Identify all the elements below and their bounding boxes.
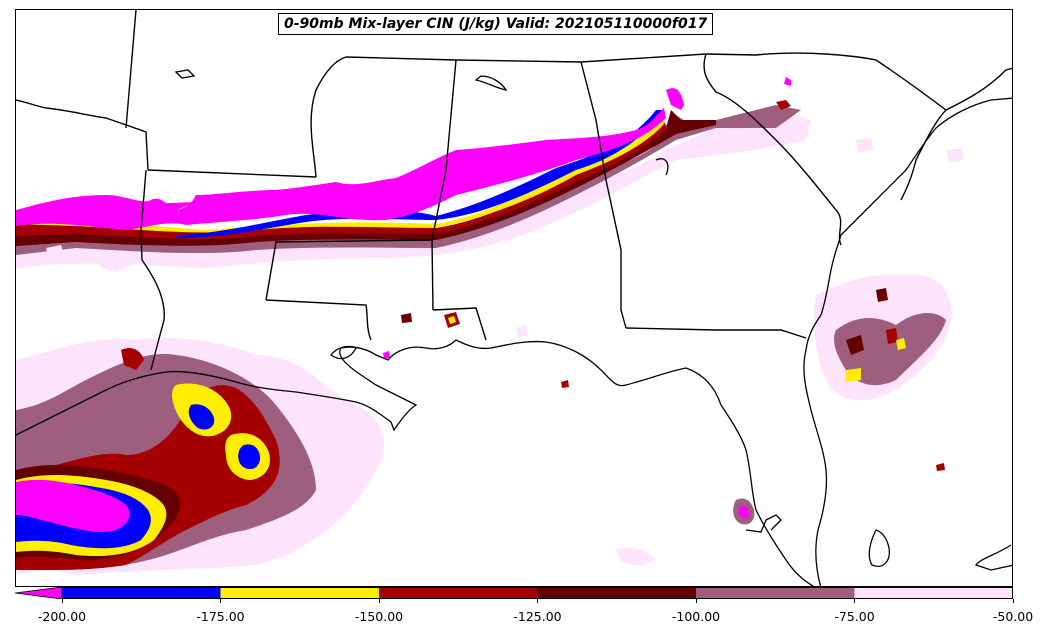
map-title: 0-90mb Mix-layer CIN (J/kg) Valid: 20210… <box>278 13 714 35</box>
colorbar-segment-2 <box>379 587 538 599</box>
colorbar-tick-mark <box>537 599 538 603</box>
gulf-cin-cluster <box>16 338 385 575</box>
cin-map <box>16 10 1012 586</box>
colorbar-tick-label: -125.00 <box>513 609 562 624</box>
map-panel <box>15 9 1013 587</box>
colorbar-under-triangle <box>15 587 63 599</box>
colorbar-tick-mark <box>61 599 63 603</box>
colorbar-segment-5 <box>854 587 1013 599</box>
scattered-cin-spots <box>46 138 964 566</box>
colorbar-segment-3 <box>537 587 696 599</box>
state-borders <box>16 10 1012 371</box>
colorbar-tick-mark <box>378 599 380 603</box>
colorbar-tick-label: -175.00 <box>196 609 245 624</box>
colorbar <box>15 587 1013 599</box>
colorbar-tick-mark <box>220 599 221 603</box>
colorbar-tick-label: -50.00 <box>992 609 1034 624</box>
colorbar-tick-mark <box>695 599 697 603</box>
coastline <box>16 69 1012 586</box>
colorbar-segment-1 <box>220 587 379 599</box>
colorbar-segment-0 <box>62 587 221 599</box>
colorbar-tick-mark <box>1012 599 1014 603</box>
colorbar-segment-4 <box>696 587 855 599</box>
colorbar-tick-label: -100.00 <box>671 609 721 624</box>
colorbar-tick-mark <box>854 599 855 603</box>
colorbar-tick-label: -200.00 <box>37 609 87 624</box>
atlantic-cin-cluster <box>814 274 952 400</box>
colorbar-tick-label: -75.00 <box>834 609 875 624</box>
northern-cin-band <box>16 77 811 268</box>
colorbar-outline <box>61 587 1013 599</box>
colorbar-tick-label: -150.00 <box>354 609 404 624</box>
